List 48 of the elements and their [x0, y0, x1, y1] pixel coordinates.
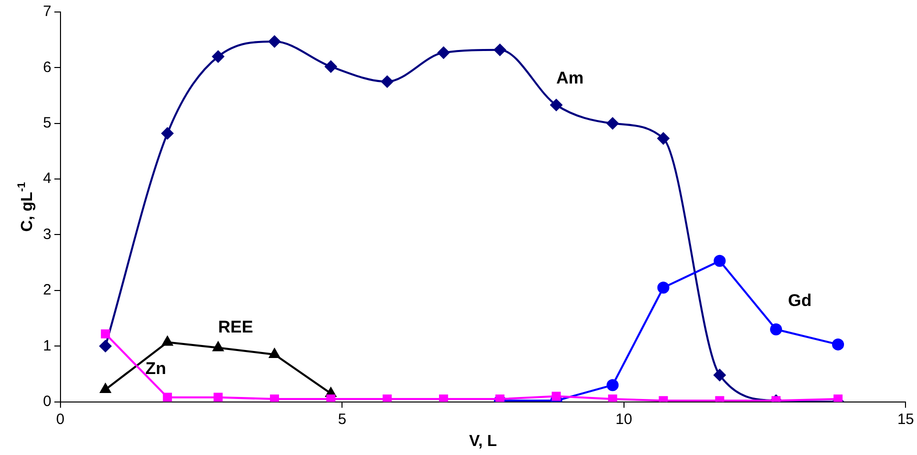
x-tick-label: 5 — [338, 410, 346, 428]
y-tick-label: 4 — [43, 170, 52, 188]
series-label: Am — [556, 68, 584, 88]
point — [99, 340, 112, 352]
point — [324, 60, 337, 73]
x-tick-label: 0 — [56, 410, 65, 428]
y-tick-label: 5 — [43, 114, 52, 132]
y-tick-label: 2 — [43, 282, 52, 299]
point — [212, 342, 224, 352]
point — [606, 117, 619, 130]
point — [439, 394, 448, 402]
x-tick-label: 15 — [897, 410, 914, 428]
point — [550, 98, 562, 111]
y-tick-label: 7 — [43, 3, 52, 20]
point — [214, 392, 223, 402]
point — [608, 394, 618, 402]
point — [714, 254, 726, 267]
y-tick-label: 0 — [43, 392, 52, 410]
point — [657, 132, 670, 144]
point — [381, 76, 394, 88]
point — [552, 392, 561, 401]
y-tick-label: 1 — [43, 337, 52, 354]
point — [770, 323, 782, 336]
point — [714, 369, 726, 382]
point — [382, 394, 392, 402]
point — [268, 36, 280, 48]
point — [657, 282, 670, 294]
point — [212, 50, 224, 63]
point — [161, 127, 174, 140]
series-label: Gd — [788, 291, 812, 310]
point — [270, 394, 280, 402]
point — [162, 392, 172, 402]
point — [494, 44, 506, 56]
x-tick-label: 10 — [616, 410, 632, 428]
point — [326, 394, 336, 402]
point — [269, 348, 280, 358]
point — [832, 338, 844, 350]
point — [438, 46, 450, 59]
x-axis-title: V, L — [469, 432, 498, 450]
y-tick-label: 6 — [43, 58, 52, 76]
series-label: Zn — [145, 359, 166, 378]
point — [100, 384, 111, 394]
point — [162, 336, 173, 346]
y-tick-label: 3 — [43, 226, 52, 243]
point — [606, 379, 619, 392]
series-label: REE — [218, 317, 254, 336]
y-axis-title: C, gL-1 — [16, 182, 36, 232]
point — [100, 329, 110, 338]
